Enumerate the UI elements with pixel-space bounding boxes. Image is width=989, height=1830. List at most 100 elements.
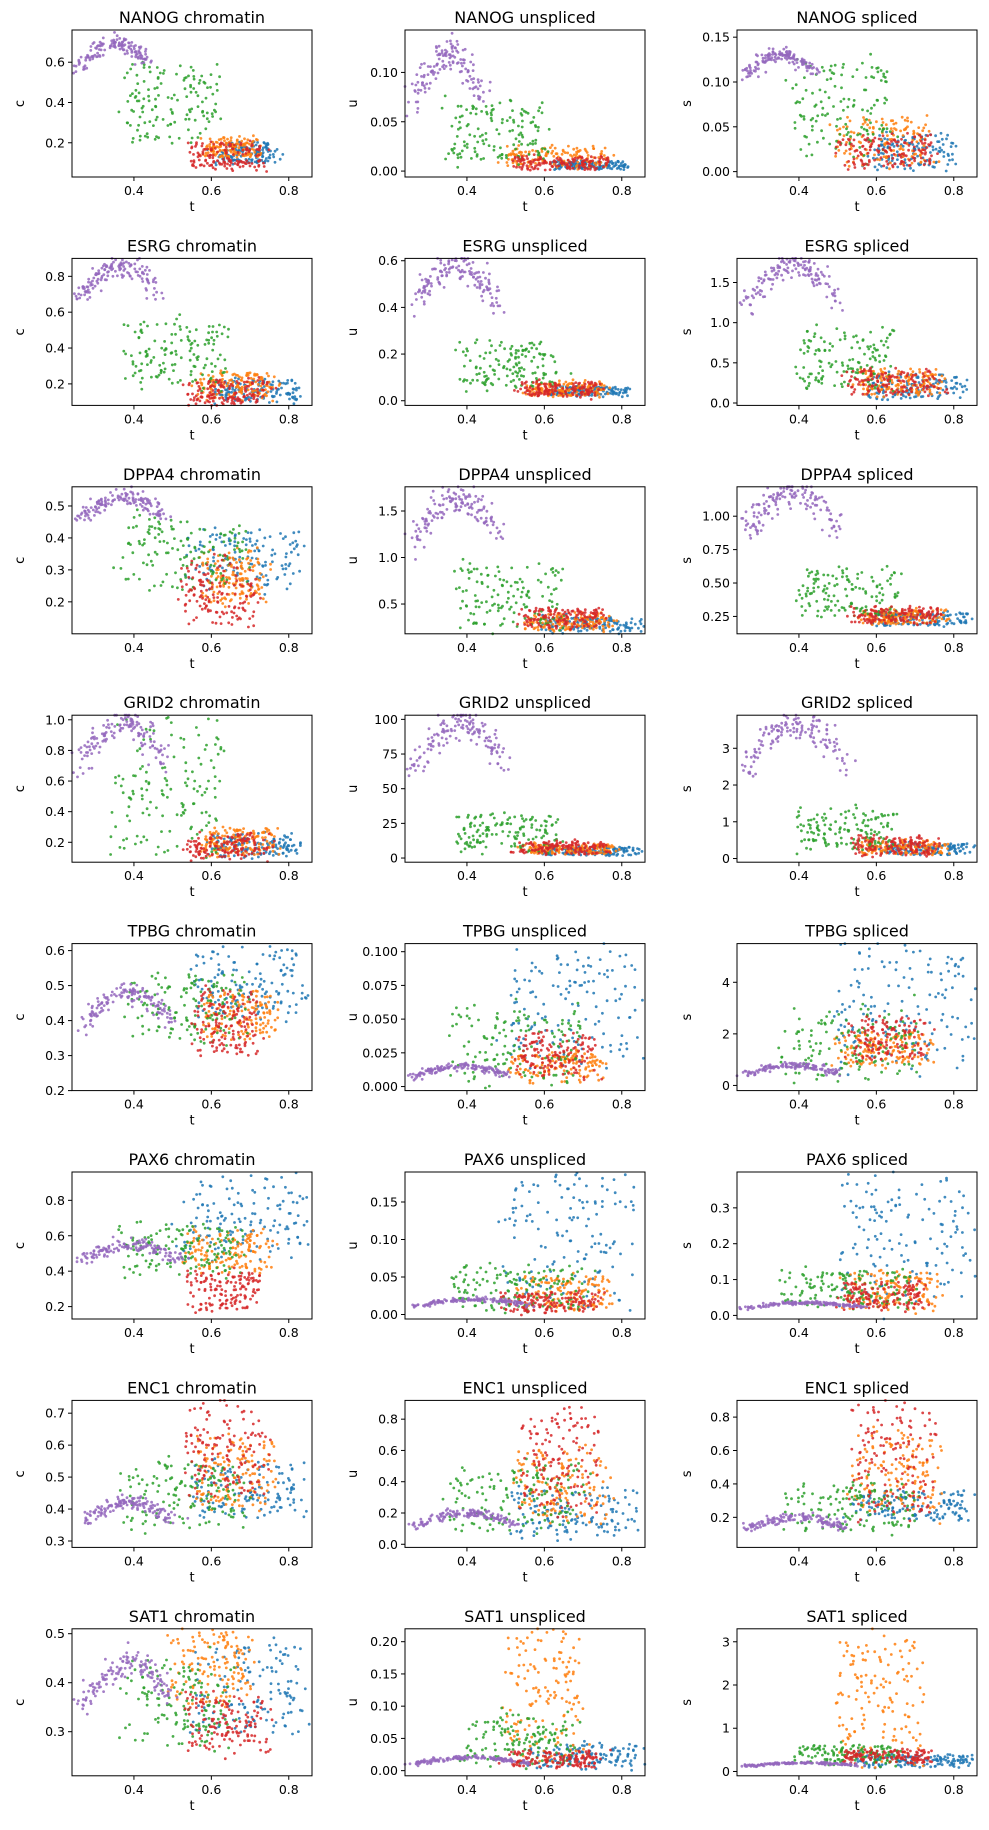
scatter-point [512, 120, 516, 124]
scatter-point [147, 88, 150, 91]
scatter-point [852, 390, 856, 394]
scatter-point [473, 134, 476, 138]
scatter-point [808, 61, 812, 65]
scatter-point [519, 387, 522, 391]
scatter-point [271, 383, 274, 387]
scatter-point [162, 512, 166, 516]
scatter-point [225, 384, 229, 388]
scatter-point [183, 76, 187, 80]
scatter-point [204, 363, 207, 367]
scatter-point [204, 598, 208, 601]
scatter-point [899, 397, 903, 400]
scatter-point [260, 586, 264, 589]
scatter-point [434, 77, 438, 80]
scatter-point [900, 160, 903, 163]
scatter-point [166, 96, 170, 99]
scatter-point [752, 296, 755, 300]
scatter-point [822, 69, 826, 73]
scatter-point [186, 338, 190, 341]
scatter-point [757, 279, 761, 283]
scatter-point [910, 161, 914, 165]
scatter-point [535, 347, 538, 351]
scatter-point [567, 144, 570, 148]
scatter-point [828, 142, 832, 146]
x-tick-label: 0.4 [789, 411, 809, 426]
scatter-point [167, 377, 171, 381]
scatter-point [218, 148, 222, 152]
scatter-point [212, 342, 216, 346]
scatter-point [219, 622, 223, 625]
scatter-point [903, 118, 907, 122]
scatter-point [195, 143, 198, 146]
scatter-point [103, 268, 107, 272]
scatter-point [135, 524, 138, 528]
scatter-point [251, 390, 254, 393]
scatter-point [192, 164, 196, 168]
scatter-point [792, 263, 796, 267]
scatter-point [221, 142, 225, 145]
scatter-point [137, 99, 141, 103]
scatter-point [103, 48, 107, 52]
scatter-point [819, 270, 823, 274]
scatter-point [869, 366, 872, 370]
scatter-point [223, 148, 227, 152]
scatter-point [137, 336, 141, 339]
scatter-point [262, 161, 265, 165]
scatter-point [75, 297, 79, 301]
scatter-point [161, 118, 165, 121]
scatter-point [441, 59, 445, 63]
scatter-point [444, 157, 447, 161]
scatter-point [74, 294, 78, 298]
scatter-point [946, 152, 950, 156]
scatter-point [162, 72, 165, 75]
scatter-point [229, 139, 233, 142]
scatter-point [822, 274, 826, 278]
x-tick-label: 0.8 [279, 411, 299, 426]
scatter-point [249, 376, 253, 380]
scatter-point [196, 389, 200, 393]
scatter-point [212, 590, 216, 594]
scatter-point [497, 377, 501, 381]
scatter-point [202, 386, 205, 390]
scatter-points [403, 31, 630, 172]
scatter-point [302, 544, 306, 548]
scatter-point [553, 360, 557, 364]
scatter-point [129, 124, 132, 127]
scatter-point [209, 73, 213, 76]
scatter-point [178, 64, 182, 68]
scatter-point [196, 343, 200, 347]
scatter-point [414, 292, 417, 296]
scatter-point [511, 159, 515, 163]
scatter-point [540, 111, 544, 115]
scatter-point [534, 138, 538, 142]
scatter-point [244, 543, 248, 547]
scatter-point [794, 68, 797, 72]
scatter-point [187, 74, 190, 78]
scatter-point [863, 369, 866, 372]
scatter-point [200, 382, 204, 385]
scatter-point [154, 497, 157, 501]
scatter-point [428, 81, 432, 85]
scatter-point [219, 117, 223, 121]
scatter-point [452, 147, 456, 150]
scatter-point [845, 133, 849, 137]
scatter-point [241, 584, 245, 588]
scatter-point [236, 385, 240, 388]
scatter-point [186, 392, 190, 396]
scatter-point [413, 89, 417, 92]
scatter-point [890, 140, 893, 143]
scatter-point [493, 373, 496, 376]
scatter-point [233, 388, 237, 392]
scatter-point [583, 168, 587, 172]
scatter-point [886, 162, 890, 166]
x-tick-label: 0.8 [279, 183, 299, 198]
scatter-point [873, 158, 876, 162]
scatter-point [141, 110, 145, 114]
scatter-point [768, 277, 771, 281]
scatter-point [425, 280, 429, 284]
scatter-point [803, 76, 806, 79]
scatter-point [495, 128, 499, 132]
scatter-point [807, 268, 811, 272]
scatter-point [550, 143, 554, 147]
scatter-point [142, 66, 146, 69]
